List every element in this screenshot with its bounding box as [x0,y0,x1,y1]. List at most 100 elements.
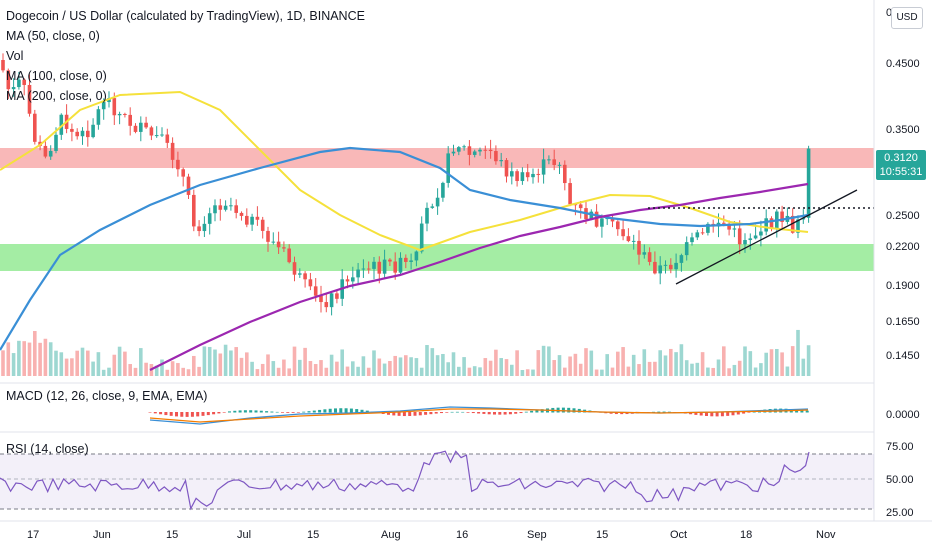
volume-bar [154,365,159,376]
current-price-tag: 0.3120 10:55:31 [876,150,926,180]
volume-bar [499,358,503,376]
candle-body [700,232,705,234]
candle-body [605,218,609,220]
ma200-legend[interactable]: MA (200, close, 0) [6,89,107,103]
volume-bar [732,364,737,376]
candle-body [324,302,329,308]
candle-body [494,151,498,162]
macd-bar [530,410,534,413]
time-label: Nov [816,529,836,541]
volume-bar [488,360,493,376]
volume-bar [250,361,254,376]
macd-bar [265,411,269,413]
candle-body [313,286,318,296]
candle-body [462,146,466,148]
candle-body [207,213,212,224]
macd-bar [360,409,364,413]
volume-bar [388,360,392,376]
macd-bar [705,412,708,416]
candle-body [91,124,95,138]
macd-bar [710,412,714,417]
macd-bar [222,412,226,413]
volume-bar [515,350,519,376]
candle-body [298,273,302,275]
candle-body [669,264,673,270]
volume-bar [621,347,625,376]
price-label: 0.1650 [886,316,920,328]
price-label: 0.1450 [886,350,920,362]
macd-bar [726,412,730,416]
candle-body [446,153,450,183]
ma50-legend[interactable]: MA (50, close, 0) [6,29,100,43]
macd-bar [657,411,661,413]
volume-bar [329,354,334,376]
candle-body [520,172,525,182]
macd-bar [339,408,343,413]
candle-body [117,113,122,116]
candle-body [722,222,726,224]
macd-bar [455,411,459,413]
volume-bar [112,354,117,376]
drawings[interactable] [648,189,874,285]
candle-body [441,182,445,198]
volume-bar [192,355,196,376]
price-axis[interactable]: 0 0.4500 0.3500 0.2500 0.2200 0.1900 0.1… [886,7,920,519]
candle-body [86,130,90,138]
candle-body [525,172,530,178]
candle-body [430,206,435,208]
support-zone [0,244,874,271]
volume-bar [229,350,233,376]
candle-body [478,149,482,152]
candle-body [308,279,313,287]
volume-bar [218,353,223,376]
candle-body [690,237,694,243]
candle-body [472,151,477,155]
volume-bar [282,359,286,376]
candle-body [393,261,397,273]
volume-bar [11,353,16,376]
candle-body [6,70,11,90]
volume-bar [510,364,514,376]
candle-body [563,164,567,184]
candle-body [547,159,551,161]
volume-bar [86,350,90,376]
volume-bar [372,350,376,376]
macd-bar [747,412,751,413]
candle-body [11,87,16,90]
volume-bar [706,367,710,376]
macd-legend[interactable]: MACD (12, 26, close, 9, EMA, EMA) [6,389,208,403]
volume-bar [176,363,180,376]
rsi-legend[interactable]: RSI (14, close) [6,442,89,456]
volume-bar [605,354,609,376]
candle-body [245,215,249,225]
candle-body [303,273,307,280]
volume-bar [361,356,366,376]
currency-button[interactable]: USD [891,7,923,29]
volume-legend[interactable]: Vol [6,49,24,63]
volume-bar [170,361,175,376]
time-label: 16 [456,529,468,541]
candle-body [684,242,689,256]
macd-bar [153,412,157,414]
macd-bar [328,408,332,413]
candle-body [319,295,323,303]
volume-bar [589,350,594,376]
volume-bar [737,360,742,376]
candle-body [112,98,117,116]
volume-bar [425,345,429,376]
ma100-legend[interactable]: MA (100, close, 0) [6,69,107,83]
candle-body [790,215,795,233]
candle-body [192,194,196,227]
candle-body [536,173,541,175]
time-label: 15 [166,529,178,541]
price-label: 0.4500 [886,58,920,70]
volume-bar [547,346,551,376]
candle-body [467,146,472,155]
volume-bar [520,369,525,376]
candle-body [133,125,138,132]
time-axis[interactable]: 17 Jun 15 Jul 15 Aug 16 Sep 15 Oct 18 No… [27,529,836,541]
macd-bar [291,412,295,413]
volume-bar [59,352,64,376]
volume-bar [494,349,498,376]
